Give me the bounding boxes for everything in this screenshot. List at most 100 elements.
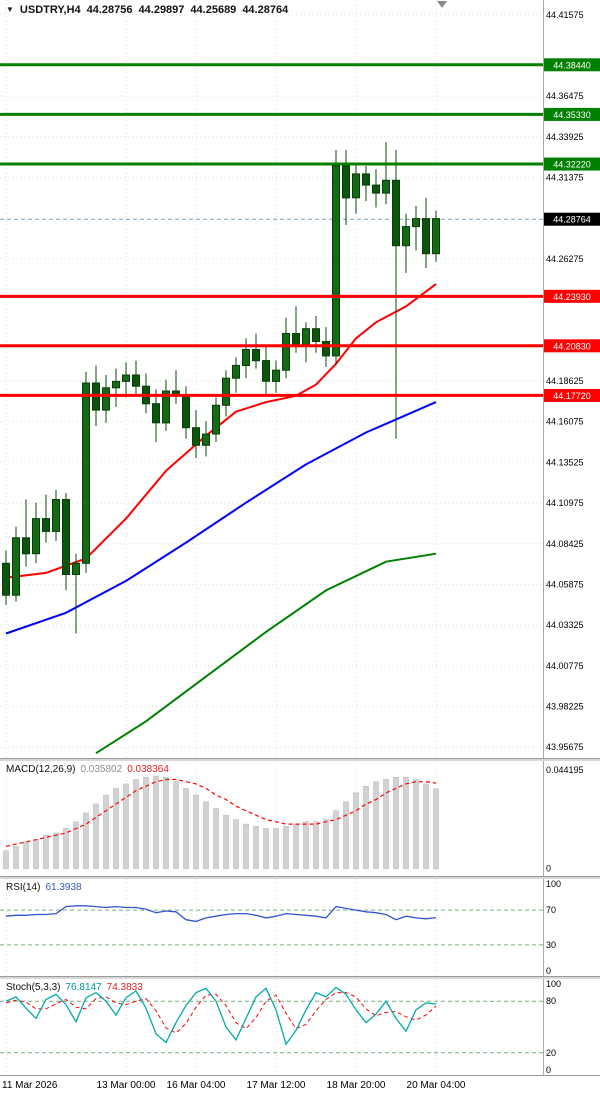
- macd-histogram-bar: [213, 808, 219, 869]
- time-axis-label: 20 Mar 04:00: [406, 1080, 466, 1091]
- axis-label: 100: [546, 979, 561, 989]
- candle-body: [302, 328, 310, 346]
- macd-histogram-bar: [423, 783, 429, 869]
- candle-body: [212, 404, 220, 435]
- macd-histogram-bar: [83, 812, 89, 869]
- stoch-k-line: [5, 986, 437, 1046]
- axis-label: 0: [546, 1065, 551, 1075]
- axis-label: 44.03325: [546, 620, 584, 630]
- axis-label: 44.31375: [546, 173, 584, 183]
- rsi-line: [5, 905, 437, 923]
- rsi-panel: 100 70 30 0 RSI(14) 61.3938: [0, 879, 600, 976]
- axis-label: 0: [546, 966, 551, 976]
- candle-body: [412, 218, 420, 228]
- axis-label: 100: [546, 879, 561, 889]
- candle-body: [102, 387, 110, 411]
- axis-label: 44.10975: [546, 498, 584, 508]
- axis-label: 43.98225: [546, 702, 584, 712]
- stoch-d-value: 74.3833: [106, 982, 143, 993]
- axis-label: 44.00775: [546, 661, 584, 671]
- candle-body: [252, 349, 260, 362]
- candle-body: [382, 179, 390, 194]
- axis-label: 44.26275: [546, 254, 584, 264]
- ohlc-open: 44.28756: [86, 4, 133, 16]
- macd-canvas[interactable]: 0.044195 0: [0, 761, 600, 876]
- time-axis[interactable]: 11 Mar 2026 13 Mar 00:00 16 Mar 04:00 17 Ma…: [0, 1075, 600, 1096]
- macd-histogram-bar: [43, 834, 49, 869]
- candle-body: [82, 382, 90, 564]
- candle-body: [72, 562, 80, 575]
- macd-histogram-bar: [3, 850, 9, 869]
- macd-main-value: 0.035802: [80, 764, 123, 775]
- axis-label: 43.95675: [546, 742, 584, 752]
- axis-label: 44.33925: [546, 132, 584, 142]
- macd-histogram-bar: [193, 794, 199, 869]
- macd-histogram-bar: [283, 826, 289, 869]
- macd-histogram-bar: [343, 801, 349, 869]
- price-chart-canvas[interactable]: 44.41575 44.36475 44.33925 44.31375 44.26275…: [0, 0, 600, 758]
- macd-panel: 0.044195 0 MACD(12,26,9) 0.035802 0.038364: [0, 761, 600, 876]
- macd-histogram-bar: [33, 839, 39, 869]
- price-panel: 44.41575 44.36475 44.33925 44.31375 44.26275…: [0, 0, 600, 758]
- ma-fast-red: [5, 283, 437, 579]
- candle-body: [152, 403, 160, 424]
- axis-label: 44.32220: [553, 160, 591, 170]
- candle-body: [202, 433, 210, 446]
- candle-body: [402, 226, 410, 247]
- axis-label: 30: [546, 940, 556, 950]
- macd-histogram-bar: [103, 794, 109, 869]
- axis-label: 20: [546, 1048, 556, 1058]
- stoch-k-value: 76.8147: [65, 982, 102, 993]
- stoch-canvas[interactable]: 100 80 20 0: [0, 979, 600, 1075]
- candle-body: [132, 374, 140, 387]
- macd-histogram-bar: [413, 779, 419, 869]
- macd-histogram-bar: [353, 792, 359, 869]
- candle-body: [342, 165, 350, 199]
- macd-histogram-bar: [133, 779, 139, 869]
- macd-histogram-bar: [383, 779, 389, 869]
- axis-label: 70: [546, 905, 556, 915]
- axis-price-badge: [544, 58, 600, 72]
- panel-splitter[interactable]: [0, 876, 600, 879]
- candle-body: [42, 518, 50, 532]
- axis-label: 44.08425: [546, 539, 584, 549]
- macd-histogram-bar: [263, 828, 269, 869]
- axis-price-badge: [544, 107, 600, 121]
- axis-label: 44.16075: [546, 417, 584, 427]
- candle-body: [242, 349, 250, 366]
- macd-signal-value: 0.038364: [127, 764, 169, 775]
- axis-label: 44.41575: [546, 10, 584, 20]
- candle-body: [2, 562, 10, 596]
- macd-histogram-bar: [93, 803, 99, 869]
- candle-body: [362, 173, 370, 186]
- time-axis-label: 18 Mar 20:00: [326, 1080, 386, 1091]
- macd-label: MACD(12,26,9): [6, 764, 76, 775]
- rsi-canvas[interactable]: 100 70 30 0: [0, 879, 600, 976]
- candle-body: [372, 184, 380, 194]
- macd-histogram-bar: [323, 819, 329, 869]
- panel-splitter[interactable]: [0, 976, 600, 979]
- axis-label: 0: [546, 864, 551, 874]
- macd-histogram-bar: [73, 821, 79, 869]
- axis-label: 80: [546, 996, 556, 1006]
- candle-body: [282, 333, 290, 371]
- macd-histogram-bar: [203, 801, 209, 869]
- ma-slow-green: [95, 552, 437, 755]
- axis-label: 44.38440: [553, 60, 591, 70]
- symbol-period-label: USDTRY,H4: [19, 4, 81, 16]
- candle-body: [32, 518, 40, 555]
- candle-body: [322, 341, 330, 357]
- candle-body: [352, 173, 360, 199]
- candle-body: [52, 499, 60, 532]
- candle-body: [62, 499, 70, 575]
- macd-histogram-bar: [53, 832, 59, 869]
- candle-body: [122, 374, 130, 382]
- macd-histogram-bar: [23, 841, 29, 869]
- candle-body: [112, 380, 120, 389]
- chart-shift-marker[interactable]: [437, 1, 447, 8]
- macd-histogram-bar: [163, 777, 169, 869]
- panel-splitter[interactable]: [0, 758, 600, 761]
- time-axis-label: 11 Mar 2026: [2, 1080, 58, 1091]
- ohlc-low: 44.25689: [190, 4, 237, 16]
